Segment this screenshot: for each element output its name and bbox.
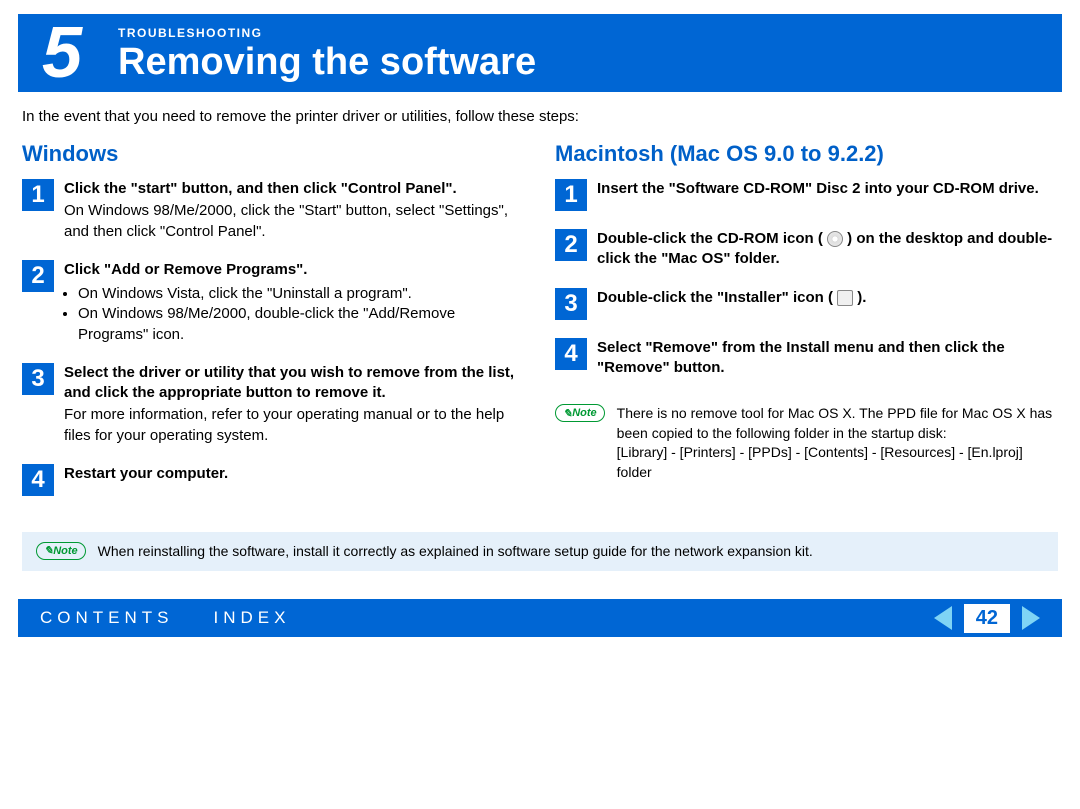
cdrom-icon: [827, 231, 843, 247]
footer-left: CONTENTS INDEX: [40, 608, 290, 628]
step-body: Click the "start" button, and then click…: [64, 179, 525, 242]
step-bullets: On Windows Vista, click the "Uninstall a…: [64, 284, 525, 345]
step-body: Click "Add or Remove Programs". On Windo…: [64, 260, 525, 345]
step-bold: Click the "start" button, and then click…: [64, 179, 525, 199]
intro-text: In the event that you need to remove the…: [22, 108, 1058, 125]
step-bold: Restart your computer.: [64, 464, 525, 484]
installer-icon: [837, 290, 853, 306]
step-bold: Select the driver or utility that you wi…: [64, 363, 525, 404]
footer-right: 42: [934, 604, 1040, 633]
bullet: On Windows Vista, click the "Uninstall a…: [78, 284, 525, 304]
mac-note-text: There is no remove tool for Mac OS X. Th…: [617, 404, 1058, 482]
step-number: 2: [22, 260, 54, 292]
index-link[interactable]: INDEX: [214, 608, 291, 628]
mac-step: 2 Double-click the CD-ROM icon ( ) on th…: [555, 229, 1058, 270]
step-number: 2: [555, 229, 587, 261]
mac-column: Macintosh (Mac OS 9.0 to 9.2.2) 1 Insert…: [555, 135, 1058, 514]
page-number: 42: [964, 604, 1010, 633]
step-bold-pre: Double-click the CD-ROM icon (: [597, 230, 827, 247]
step-body: Double-click the CD-ROM icon ( ) on the …: [597, 229, 1058, 270]
windows-column: Windows 1 Click the "start" button, and …: [22, 135, 525, 514]
mac-step: 3 Double-click the "Installer" icon ( ).: [555, 288, 1058, 320]
page-header: 5 TROUBLESHOOTING Removing the software: [18, 14, 1062, 92]
step-body: Select the driver or utility that you wi…: [64, 363, 525, 446]
step-bold: Click "Add or Remove Programs".: [64, 260, 525, 280]
windows-step: 4 Restart your computer.: [22, 464, 525, 496]
step-bold-pre: Double-click the "Installer" icon (: [597, 289, 837, 306]
mac-step: 4 Select "Remove" from the Install menu …: [555, 338, 1058, 379]
note-label: Note: [572, 407, 596, 419]
step-bold: Insert the "Software CD-ROM" Disc 2 into…: [597, 179, 1058, 199]
step-body: Insert the "Software CD-ROM" Disc 2 into…: [597, 179, 1058, 211]
mac-note-body: There is no remove tool for Mac OS X. Th…: [617, 405, 1052, 441]
step-sub: On Windows 98/Me/2000, click the "Start"…: [64, 201, 525, 242]
step-number: 1: [22, 179, 54, 211]
page-footer: CONTENTS INDEX 42: [18, 599, 1062, 637]
bullet: On Windows 98/Me/2000, double-click the …: [78, 304, 525, 345]
windows-step: 3 Select the driver or utility that you …: [22, 363, 525, 446]
prev-page-icon[interactable]: [934, 606, 952, 630]
note-pill: ✎Note: [36, 542, 86, 560]
step-number: 1: [555, 179, 587, 211]
bottom-note-text: When reinstalling the software, install …: [98, 542, 813, 562]
step-number: 4: [22, 464, 54, 496]
category-label: TROUBLESHOOTING: [118, 26, 536, 40]
contents-link[interactable]: CONTENTS: [40, 608, 174, 628]
step-body: Select "Remove" from the Install menu an…: [597, 338, 1058, 379]
mac-step: 1 Insert the "Software CD-ROM" Disc 2 in…: [555, 179, 1058, 211]
windows-step: 2 Click "Add or Remove Programs". On Win…: [22, 260, 525, 345]
next-page-icon[interactable]: [1022, 606, 1040, 630]
bottom-note-box: ✎Note When reinstalling the software, in…: [22, 532, 1058, 572]
page-title: Removing the software: [118, 43, 536, 81]
section-number: 5: [18, 14, 106, 92]
content-columns: Windows 1 Click the "start" button, and …: [0, 135, 1080, 514]
step-bold: Select "Remove" from the Install menu an…: [597, 338, 1058, 379]
windows-heading: Windows: [22, 141, 525, 167]
step-body: Double-click the "Installer" icon ( ).: [597, 288, 1058, 320]
step-bold-post: ).: [853, 289, 866, 306]
windows-step: 1 Click the "start" button, and then cli…: [22, 179, 525, 242]
mac-note-path: [Library] - [Printers] - [PPDs] - [Conte…: [617, 444, 1023, 480]
step-sub: For more information, refer to your oper…: [64, 405, 525, 446]
mac-note-box: ✎Note There is no remove tool for Mac OS…: [555, 404, 1058, 482]
mac-heading: Macintosh (Mac OS 9.0 to 9.2.2): [555, 141, 1058, 167]
header-text-block: TROUBLESHOOTING Removing the software: [106, 26, 536, 81]
step-number: 4: [555, 338, 587, 370]
step-number: 3: [22, 363, 54, 395]
note-label: Note: [53, 545, 77, 557]
step-body: Restart your computer.: [64, 464, 525, 496]
step-number: 3: [555, 288, 587, 320]
note-pill: ✎Note: [555, 404, 605, 422]
